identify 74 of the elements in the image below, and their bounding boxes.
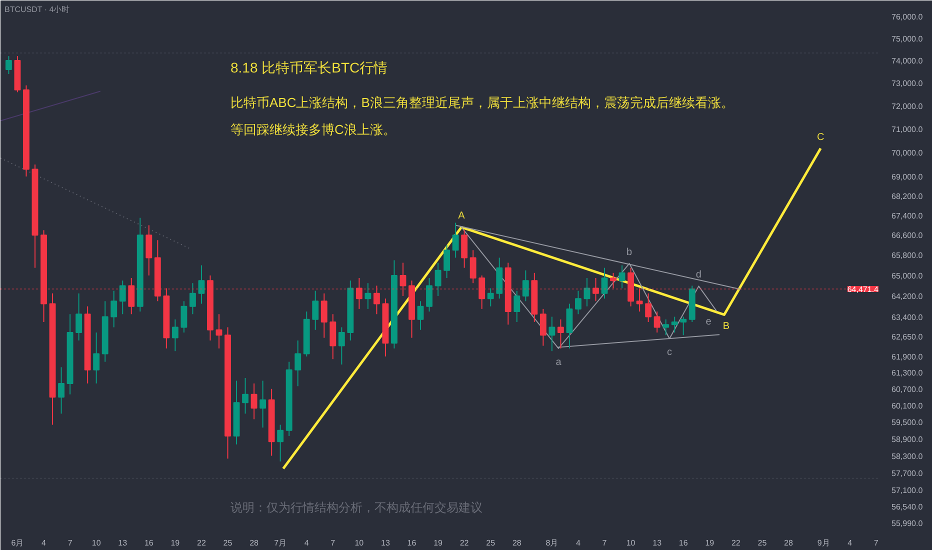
x-tick-label: 10 bbox=[626, 538, 636, 548]
x-tick-label: 7 bbox=[330, 538, 336, 548]
x-tick-label: 7 bbox=[874, 538, 879, 548]
x-tick-label: 22 bbox=[460, 538, 470, 548]
annotation: a bbox=[556, 356, 562, 368]
y-tick-label: 64,200.0 bbox=[892, 292, 924, 301]
x-tick-label: 22 bbox=[731, 538, 741, 548]
x-tick-label: 6月 bbox=[11, 538, 24, 548]
x-tick-label: 28 bbox=[250, 538, 260, 548]
y-tick-label: 70,000.0 bbox=[892, 148, 924, 158]
x-tick-label: 16 bbox=[407, 538, 417, 548]
y-tick-label: 61,900.0 bbox=[892, 352, 924, 362]
x-tick-label: 16 bbox=[144, 538, 154, 548]
x-tick-label: 7 bbox=[68, 538, 73, 548]
y-tick-label: 76,000.0 bbox=[892, 12, 924, 22]
y-tick-label: 60,100.0 bbox=[892, 401, 924, 410]
y-tick-label: 56,540.0 bbox=[892, 502, 924, 512]
x-tick-label: 28 bbox=[784, 538, 794, 548]
x-tick-label: 13 bbox=[381, 538, 390, 548]
x-tick-label: 9月 bbox=[817, 538, 830, 548]
x-tick-label: 22 bbox=[197, 538, 206, 548]
x-tick-label: 4 bbox=[848, 538, 853, 548]
x-tick-label: 28 bbox=[512, 538, 522, 548]
y-tick-label: 62,650.0 bbox=[892, 332, 924, 342]
y-tick-label: 61,300.0 bbox=[892, 368, 924, 378]
annotation: 等回踩继续接多博C浪上涨。 bbox=[230, 122, 396, 137]
x-tick-label: 19 bbox=[434, 538, 444, 548]
y-tick-label: 65,000.0 bbox=[892, 271, 924, 280]
y-tick-label: 58,900.0 bbox=[892, 434, 924, 444]
annotation: b bbox=[626, 247, 633, 258]
annotation: B bbox=[722, 321, 730, 332]
y-tick-label: 75,000.0 bbox=[892, 34, 924, 44]
y-tick-label: 67,400.0 bbox=[892, 211, 924, 220]
y-tick-label: 68,200.0 bbox=[892, 192, 924, 201]
x-tick-label: 19 bbox=[170, 538, 180, 548]
annotation: 说明：仅为行情结构分析，不构成任何交易建议 bbox=[230, 500, 482, 514]
text: 8.18 比特币军长BTC行情 bbox=[230, 60, 388, 76]
x-tick-label: 4 bbox=[42, 538, 47, 548]
y-tick-label: 74,000.0 bbox=[892, 56, 924, 66]
x-tick-label: 19 bbox=[705, 538, 715, 548]
x-tick-label: 7 bbox=[602, 538, 608, 548]
y-tick-label: 69,000.0 bbox=[892, 172, 924, 182]
x-tick-label: 8月 bbox=[546, 538, 558, 548]
y-tick-label: 57,700.0 bbox=[892, 468, 924, 478]
annotation: A bbox=[458, 210, 466, 222]
text: 比特币ABC上涨结构，B浪三角整理近尾声，属于上涨中继结构，震荡完成后继续看涨。 bbox=[230, 95, 734, 110]
ref-line-label: 64,471.4 bbox=[847, 284, 880, 294]
y-tick-label: 57,100.0 bbox=[892, 486, 924, 496]
x-tick-label: 10 bbox=[354, 538, 364, 548]
y-tick-label: 73,000.0 bbox=[892, 79, 924, 88]
y-tick-label: 65,800.0 bbox=[892, 251, 924, 260]
y-tick-label: 60,700.0 bbox=[892, 384, 924, 394]
x-tick-label: 13 bbox=[118, 538, 128, 548]
x-tick-label: 4 bbox=[576, 538, 581, 548]
x-tick-label: 13 bbox=[652, 538, 662, 548]
y-tick-label: 59,500.0 bbox=[892, 418, 924, 427]
y-tick-label: 58,300.0 bbox=[892, 452, 924, 461]
annotation: e bbox=[706, 316, 712, 328]
annotation: BTCUSDT · 4小时 bbox=[4, 5, 70, 14]
annotation: c bbox=[666, 347, 672, 358]
x-tick-label: 25 bbox=[223, 538, 233, 548]
y-tick-label: 55,990.0 bbox=[892, 518, 924, 528]
x-tick-label: 4 bbox=[304, 538, 310, 548]
x-tick-label: 10 bbox=[92, 538, 102, 548]
x-tick-label: 25 bbox=[758, 538, 768, 548]
annotation: d bbox=[696, 270, 702, 281]
y-tick-label: 66,600.0 bbox=[892, 231, 924, 240]
x-tick-label: 7月 bbox=[274, 538, 287, 548]
y-tick-label: 72,000.0 bbox=[892, 102, 924, 111]
y-tick-label: 71,000.0 bbox=[892, 125, 924, 134]
annotation: C bbox=[817, 132, 824, 143]
y-tick-label: 63,400.0 bbox=[892, 312, 924, 322]
x-tick-label: 16 bbox=[678, 538, 688, 548]
x-tick-label: 25 bbox=[486, 538, 496, 548]
